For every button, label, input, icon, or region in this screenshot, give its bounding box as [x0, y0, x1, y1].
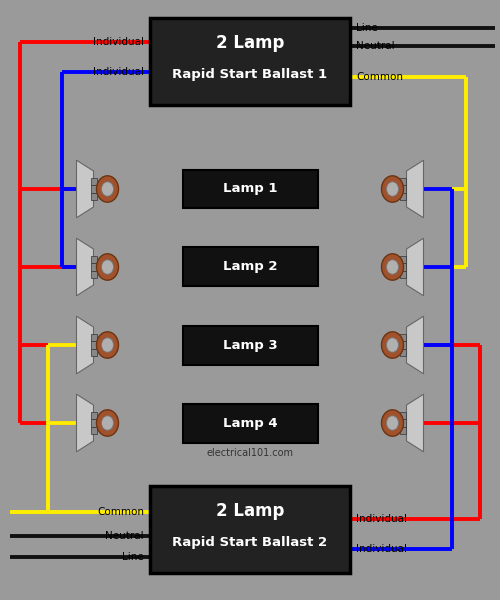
Bar [400, 271, 406, 278]
Polygon shape [406, 316, 424, 374]
Circle shape [382, 176, 404, 202]
Text: Common: Common [356, 72, 403, 82]
Circle shape [382, 254, 404, 280]
Bar [400, 185, 406, 193]
Circle shape [96, 410, 118, 436]
Polygon shape [406, 238, 424, 296]
Text: Lamp 3: Lamp 3 [222, 338, 278, 352]
Bar [400, 178, 406, 185]
Text: Lamp 2: Lamp 2 [223, 260, 277, 274]
Circle shape [96, 254, 118, 280]
Bar [400, 427, 406, 434]
Polygon shape [76, 316, 94, 374]
FancyBboxPatch shape [182, 169, 318, 208]
FancyBboxPatch shape [182, 404, 318, 443]
Circle shape [96, 176, 118, 202]
Text: Line: Line [356, 23, 378, 34]
Text: 2 Lamp: 2 Lamp [216, 503, 284, 520]
Text: Individual: Individual [93, 67, 144, 77]
Circle shape [102, 182, 114, 196]
Bar [90, 341, 96, 349]
Bar [400, 341, 406, 349]
Bar [400, 412, 406, 419]
Bar [90, 193, 96, 200]
Circle shape [386, 416, 398, 430]
Text: Common: Common [97, 507, 144, 517]
Circle shape [102, 260, 114, 274]
Polygon shape [406, 160, 424, 218]
Text: Neutral: Neutral [106, 532, 144, 541]
Circle shape [382, 332, 404, 358]
Circle shape [386, 260, 398, 274]
Text: Neutral: Neutral [356, 41, 395, 51]
Bar [400, 256, 406, 263]
Text: Individual: Individual [356, 544, 407, 554]
Circle shape [386, 338, 398, 352]
Bar [400, 419, 406, 427]
Text: electrical101.com: electrical101.com [206, 448, 294, 458]
Bar [90, 256, 96, 263]
Bar [400, 349, 406, 356]
FancyBboxPatch shape [182, 325, 318, 365]
Bar [90, 412, 96, 419]
Polygon shape [76, 238, 94, 296]
Bar [400, 193, 406, 200]
Text: Line: Line [122, 553, 144, 562]
Text: Rapid Start Ballast 1: Rapid Start Ballast 1 [172, 68, 328, 81]
Circle shape [102, 338, 114, 352]
Circle shape [102, 416, 114, 430]
Circle shape [382, 410, 404, 436]
Bar [90, 427, 96, 434]
FancyBboxPatch shape [182, 247, 318, 286]
FancyBboxPatch shape [150, 18, 350, 105]
FancyBboxPatch shape [150, 486, 350, 573]
Polygon shape [76, 394, 94, 452]
Bar [90, 178, 96, 185]
Text: Individual: Individual [356, 514, 407, 524]
Text: 2 Lamp: 2 Lamp [216, 34, 284, 52]
Bar [90, 185, 96, 193]
Bar [90, 263, 96, 271]
Circle shape [386, 182, 398, 196]
Polygon shape [76, 160, 94, 218]
Bar [400, 334, 406, 341]
Text: Individual: Individual [93, 37, 144, 47]
Bar [90, 419, 96, 427]
Circle shape [96, 332, 118, 358]
Bar [90, 349, 96, 356]
Bar [90, 334, 96, 341]
Polygon shape [406, 394, 424, 452]
Bar [90, 271, 96, 278]
Text: Lamp 4: Lamp 4 [222, 416, 278, 430]
Text: Lamp 1: Lamp 1 [223, 182, 277, 196]
Bar [400, 263, 406, 271]
Text: Rapid Start Ballast 2: Rapid Start Ballast 2 [172, 536, 328, 549]
